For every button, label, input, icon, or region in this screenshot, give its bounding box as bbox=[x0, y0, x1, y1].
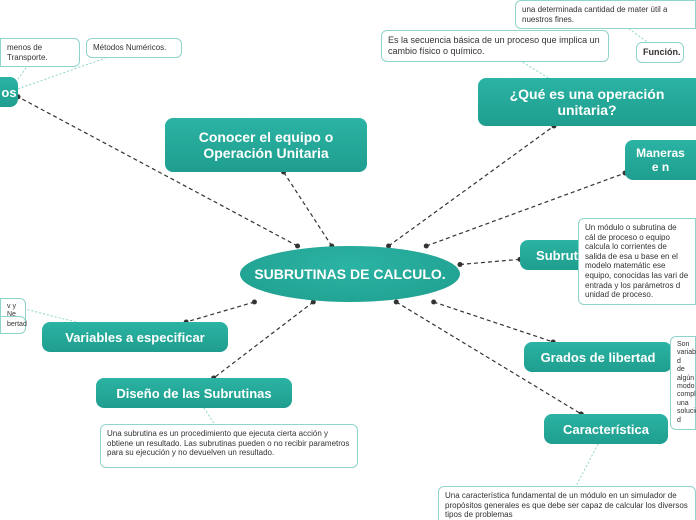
node-variables[interactable]: Variables a especificar bbox=[42, 322, 228, 352]
node-diseno[interactable]: Diseño de las Subrutinas bbox=[96, 378, 292, 408]
note-n-bertad: bertad bbox=[0, 316, 26, 334]
note-n-proceso: Es la secuencia básica de un proceso que… bbox=[381, 30, 609, 62]
node-que-es[interactable]: ¿Qué es una operación unitaria? bbox=[478, 78, 696, 126]
note-n-funcion: Función. bbox=[636, 42, 684, 63]
note-n-varlib: Son variables d de algún modo completame… bbox=[670, 336, 696, 430]
node-algo[interactable]: os bbox=[0, 77, 18, 107]
node-caracteristica[interactable]: Característica bbox=[544, 414, 668, 444]
center-node[interactable]: SUBRUTINAS DE CALCULO. bbox=[240, 246, 460, 302]
note-n-sub: Una subrutina es un procedimiento que ej… bbox=[100, 424, 358, 468]
note-n-transp: menos de Transporte. bbox=[0, 38, 80, 67]
node-maneras[interactable]: Maneras e n bbox=[625, 140, 696, 180]
note-n-cantidad: una determinada cantidad de mater útil a… bbox=[515, 0, 696, 29]
note-n-modulo: Un módulo o subrutina de cál de proceso … bbox=[578, 218, 696, 305]
note-n-car: Una característica fundamental de un mód… bbox=[438, 486, 696, 520]
node-grados[interactable]: Grados de libertad bbox=[524, 342, 672, 372]
note-n-metodos: Métodos Numéricos. bbox=[86, 38, 182, 58]
node-conocer[interactable]: Conocer el equipo o Operación Unitaria bbox=[165, 118, 367, 172]
